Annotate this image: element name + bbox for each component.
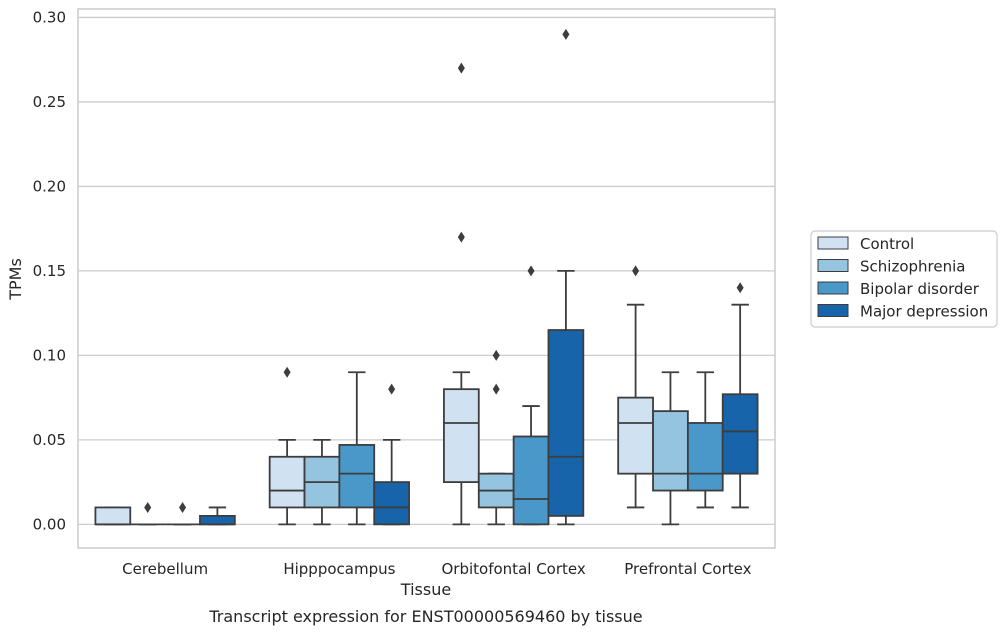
box-iqr bbox=[617, 396, 654, 475]
outlier-point bbox=[527, 265, 535, 277]
box-control bbox=[617, 265, 654, 509]
legend-swatch bbox=[817, 259, 849, 272]
box-iqr bbox=[199, 514, 236, 526]
box-iqr bbox=[94, 506, 132, 526]
legend-label: Control bbox=[860, 235, 914, 253]
legend: Control Schizophrenia Bipolar disorder Majo… bbox=[810, 230, 998, 328]
y-tick-label: 0.10 bbox=[33, 346, 66, 364]
outlier-point bbox=[179, 501, 187, 513]
x-tick-label: Orbitofontal Cortex bbox=[442, 560, 586, 578]
outlier-point bbox=[632, 265, 640, 277]
outlier-point bbox=[457, 62, 465, 74]
box-iqr bbox=[721, 393, 759, 475]
box-iqr bbox=[268, 455, 306, 509]
box-bipolar-disorder bbox=[512, 265, 550, 526]
box-schizophrenia bbox=[652, 371, 689, 526]
box-control bbox=[443, 62, 480, 526]
box-control bbox=[268, 366, 306, 526]
caption: Transcript expression for ENST0000056946… bbox=[208, 607, 642, 626]
outlier-point bbox=[492, 349, 500, 361]
box-schizophrenia bbox=[130, 501, 166, 526]
legend-frame bbox=[810, 230, 998, 328]
box-schizophrenia bbox=[477, 349, 515, 526]
box-iqr bbox=[686, 422, 724, 492]
y-tick-label: 0.15 bbox=[33, 262, 66, 280]
legend-swatch bbox=[817, 236, 849, 250]
x-ticks: Cerebellum Hipppocampus Orbitofontal Corte… bbox=[122, 560, 751, 578]
legend-label: Schizophrenia bbox=[860, 258, 965, 276]
y-ticks: 0.00 0.05 0.10 0.15 0.20 0.25 0.30 bbox=[33, 8, 66, 533]
outlier-point bbox=[388, 383, 396, 395]
box-iqr bbox=[547, 329, 585, 517]
y-tick-label: 0.05 bbox=[33, 431, 66, 449]
box-iqr bbox=[512, 435, 550, 526]
legend-swatch bbox=[817, 281, 849, 295]
box-iqr bbox=[373, 481, 410, 526]
outlier-point bbox=[492, 383, 500, 395]
boxes bbox=[94, 28, 759, 526]
box-major-depression bbox=[373, 383, 410, 526]
box-schizophrenia bbox=[303, 438, 341, 526]
box-iqr bbox=[652, 410, 689, 492]
x-tick-label: Hipppocampus bbox=[283, 560, 395, 578]
legend-label: Bipolar disorder bbox=[860, 280, 980, 298]
legend-swatch bbox=[817, 304, 849, 317]
box-bipolar-disorder bbox=[686, 371, 724, 509]
outlier-point bbox=[457, 231, 465, 243]
box-bipolar-disorder bbox=[338, 371, 376, 526]
x-tick-label: Cerebellum bbox=[122, 560, 208, 578]
box-major-depression bbox=[547, 28, 585, 526]
legend-item: Major depression bbox=[817, 303, 988, 321]
outlier-point bbox=[283, 366, 291, 378]
y-axis-label: TPMs bbox=[6, 258, 25, 301]
box-control bbox=[94, 506, 132, 526]
outlier-point bbox=[562, 28, 570, 40]
x-tick-label: Prefrontal Cortex bbox=[624, 560, 751, 578]
outlier-point bbox=[736, 282, 744, 294]
box-major-depression bbox=[721, 282, 759, 509]
legend-label: Major depression bbox=[860, 303, 988, 321]
box-iqr bbox=[338, 444, 376, 509]
y-tick-label: 0.20 bbox=[33, 177, 66, 195]
box-bipolar-disorder bbox=[165, 501, 200, 526]
legend-item: Control bbox=[817, 235, 914, 253]
y-tick-label: 0.00 bbox=[33, 515, 66, 533]
y-tick-label: 0.30 bbox=[33, 8, 66, 26]
x-axis-label: Tissue bbox=[400, 580, 451, 599]
plot-frame bbox=[77, 8, 776, 549]
outlier-point bbox=[144, 501, 152, 513]
box-iqr bbox=[443, 388, 480, 484]
legend-item: Schizophrenia bbox=[817, 258, 965, 276]
grid-lines bbox=[78, 16, 775, 525]
legend-item: Bipolar disorder bbox=[817, 280, 980, 298]
y-tick-label: 0.25 bbox=[33, 93, 66, 111]
box-major-depression bbox=[199, 506, 236, 526]
